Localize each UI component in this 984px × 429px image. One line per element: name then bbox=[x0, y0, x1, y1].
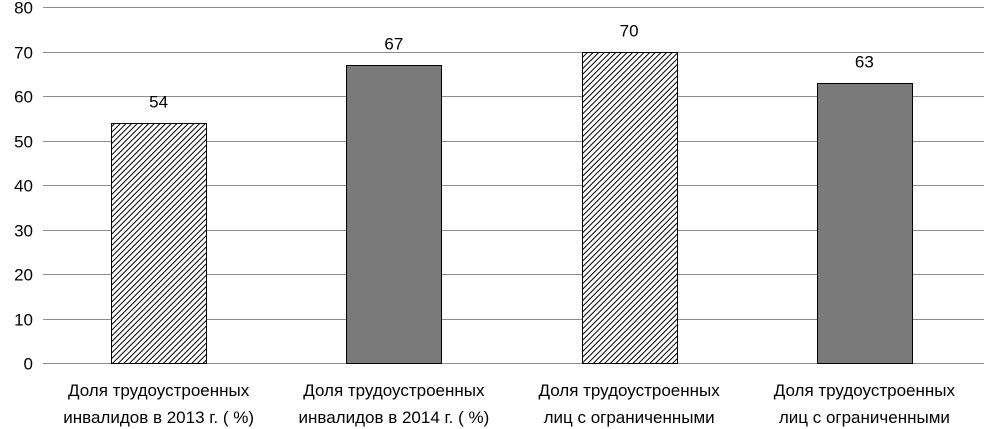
data-label-2: 67 bbox=[384, 35, 403, 54]
data-label-3: 70 bbox=[620, 22, 639, 41]
bars bbox=[111, 52, 913, 364]
data-labels: 54 67 70 63 bbox=[149, 22, 874, 112]
y-tick-label-0: 0 bbox=[24, 355, 33, 374]
y-tick-label-30: 30 bbox=[14, 222, 33, 241]
category-label-4-line-1: Доля трудоустроенных bbox=[774, 381, 956, 400]
y-tick-label-10: 10 bbox=[14, 311, 33, 330]
bar-2 bbox=[346, 65, 442, 364]
y-tick-label-70: 70 bbox=[14, 44, 33, 63]
category-labels: Доля трудоустроенных инвалидов в 2013 г. … bbox=[63, 381, 955, 427]
data-label-1: 54 bbox=[149, 93, 168, 112]
data-label-4: 63 bbox=[855, 53, 874, 72]
y-tick-label-60: 60 bbox=[14, 88, 33, 107]
y-axis-tick-labels: 0 10 20 30 40 50 60 70 80 bbox=[14, 0, 33, 374]
category-label-3-line-2: лиц с ограниченными bbox=[544, 408, 715, 427]
category-label-2-line-1: Доля трудоустроенных bbox=[303, 381, 485, 400]
category-label-2-line-2: инвалидов в 2014 г. ( %) bbox=[298, 408, 489, 427]
bar-4 bbox=[817, 83, 913, 364]
y-tick-label-50: 50 bbox=[14, 133, 33, 152]
bar-3 bbox=[582, 52, 678, 364]
category-label-1-line-1: Доля трудоустроенных bbox=[68, 381, 250, 400]
category-label-1-line-2: инвалидов в 2013 г. ( %) bbox=[63, 408, 254, 427]
bar-1 bbox=[111, 123, 207, 364]
y-tick-label-20: 20 bbox=[14, 266, 33, 285]
category-label-4-line-2: лиц с ограниченными bbox=[779, 408, 950, 427]
y-tick-label-40: 40 bbox=[14, 177, 33, 196]
category-label-3-line-1: Доля трудоустроенных bbox=[538, 381, 720, 400]
y-tick-label-80: 80 bbox=[14, 0, 33, 18]
